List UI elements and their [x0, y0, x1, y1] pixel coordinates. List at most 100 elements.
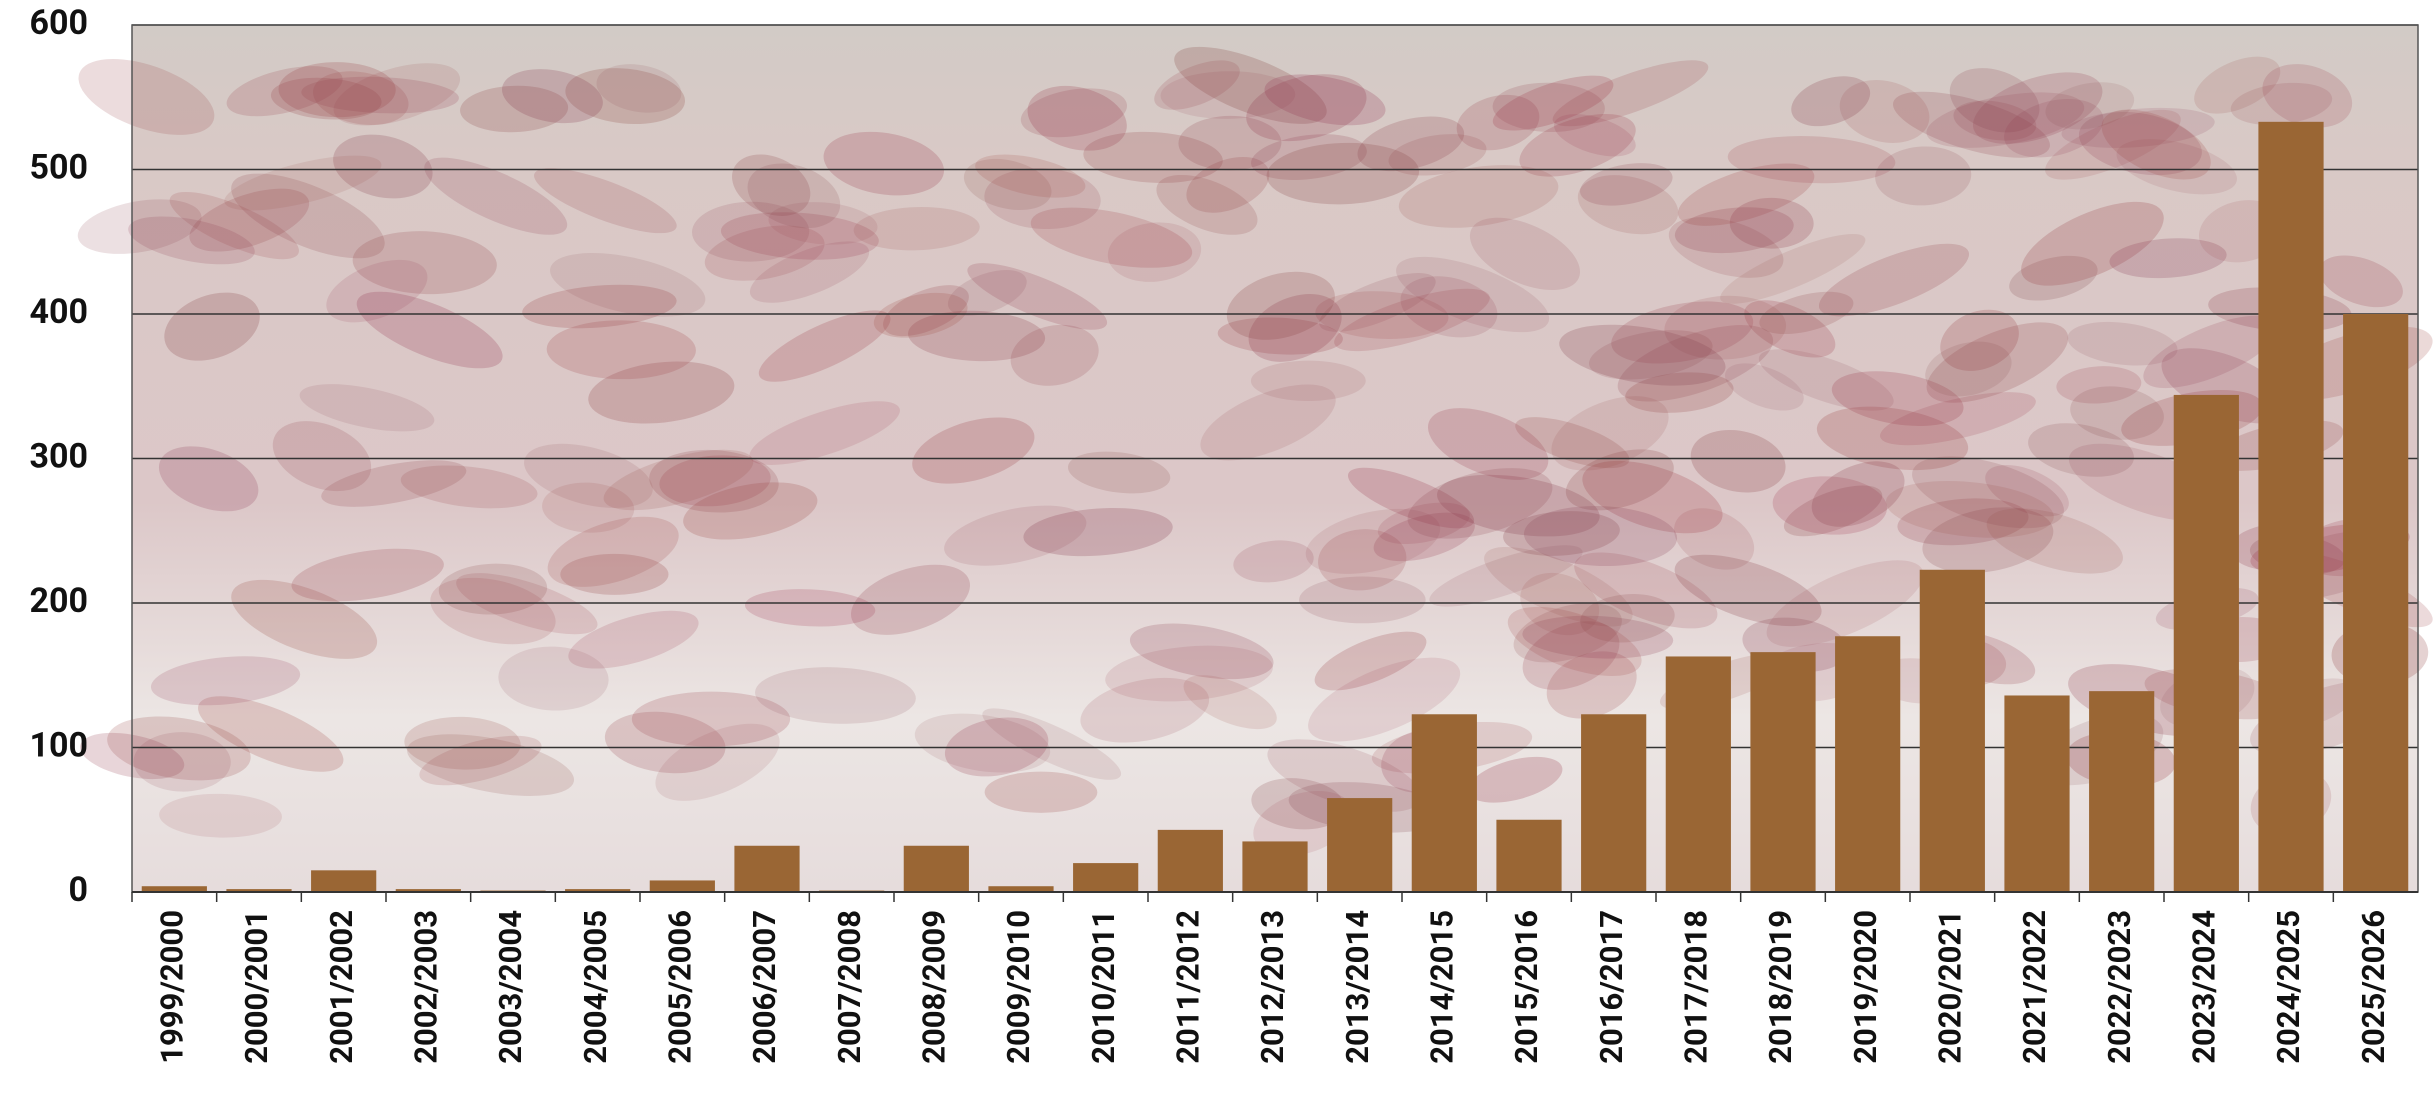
- bean: [2009, 255, 2098, 301]
- bean: [1400, 276, 1498, 338]
- bean: [2161, 348, 2291, 424]
- bean: [189, 188, 310, 252]
- bean: [1226, 271, 1335, 340]
- bean: [2262, 64, 2353, 128]
- bean: [1772, 476, 1887, 535]
- y-tick-label: 400: [29, 292, 88, 332]
- bean: [1729, 197, 1814, 249]
- bean: [1893, 91, 2050, 158]
- bean: [747, 163, 841, 229]
- bean: [424, 157, 568, 235]
- bean: [231, 579, 378, 659]
- bean: [1791, 76, 1871, 127]
- bean: [534, 168, 677, 234]
- bean: [1720, 233, 1866, 304]
- bean: [1668, 217, 1784, 278]
- bar: [395, 889, 461, 892]
- bean: [2045, 82, 2135, 130]
- bean: [1217, 317, 1343, 355]
- bean: [1492, 75, 1614, 131]
- bean: [1577, 175, 1679, 235]
- x-tick-label: 2021/2022: [2016, 910, 2053, 1064]
- bean: [299, 384, 435, 432]
- bean: [1727, 136, 1896, 184]
- y-tick-label: 100: [29, 725, 88, 765]
- bean: [1783, 485, 1883, 537]
- x-tick-label: 2017/2018: [1678, 910, 1715, 1064]
- y-tick-label: 300: [29, 436, 88, 476]
- bean: [1299, 576, 1426, 624]
- x-tick-label: 2016/2017: [1593, 910, 1630, 1064]
- bean: [1319, 273, 1436, 332]
- bean: [963, 158, 1052, 211]
- bean: [823, 131, 944, 196]
- bean: [128, 216, 255, 265]
- bean: [944, 505, 1087, 566]
- bean: [631, 691, 791, 747]
- bean: [270, 77, 382, 120]
- x-tick-label: 2000/2001: [238, 910, 275, 1064]
- bean: [1308, 657, 1461, 742]
- bean: [2061, 107, 2215, 148]
- bean: [291, 548, 444, 602]
- bean: [1251, 134, 1367, 180]
- bean: [755, 667, 916, 724]
- bean: [720, 212, 879, 260]
- bean: [1553, 114, 1636, 157]
- bar: [1411, 714, 1477, 892]
- bean: [1398, 165, 1559, 228]
- x-tick-label: 2015/2016: [1508, 910, 1545, 1064]
- bar: [1496, 819, 1562, 892]
- bean: [1674, 207, 1794, 254]
- x-tick-label: 2007/2008: [831, 910, 868, 1064]
- bean: [278, 62, 396, 118]
- bean: [2194, 56, 2281, 114]
- bar: [2173, 394, 2239, 892]
- bean: [1178, 115, 1282, 171]
- bar: [1581, 714, 1647, 892]
- bean: [1674, 554, 1822, 627]
- bean: [1949, 68, 2040, 133]
- bean: [649, 449, 779, 513]
- bean: [159, 793, 282, 838]
- x-tick-label: 2009/2010: [1000, 910, 1037, 1064]
- bean: [883, 285, 969, 337]
- bean: [2101, 109, 2211, 180]
- bean: [1940, 309, 2019, 371]
- bean: [169, 191, 299, 260]
- bean: [2143, 315, 2279, 389]
- bean: [1492, 82, 1605, 133]
- bean: [1515, 417, 1630, 469]
- bean: [313, 71, 409, 125]
- bean: [547, 516, 679, 587]
- bean: [975, 154, 1086, 198]
- bar: [649, 880, 715, 892]
- bean: [1233, 540, 1314, 583]
- bean: [1725, 363, 1804, 411]
- bean: [2021, 201, 2164, 286]
- bean: [565, 68, 686, 125]
- bean: [1831, 371, 1964, 427]
- bean: [2045, 109, 2181, 180]
- bean: [1816, 406, 1969, 471]
- bean: [400, 465, 538, 509]
- bean: [1067, 451, 1171, 494]
- bean: [1589, 330, 1713, 380]
- bean: [1839, 80, 1930, 143]
- bean: [1156, 174, 1258, 235]
- bean: [912, 417, 1035, 484]
- bean: [502, 69, 603, 124]
- x-tick-label: 2011/2012: [1170, 910, 1207, 1064]
- bean: [1105, 645, 1273, 702]
- bean: [1580, 163, 1673, 206]
- bar: [226, 889, 292, 892]
- bean: [1897, 498, 2029, 546]
- bean: [2067, 321, 2178, 366]
- bean: [1922, 507, 2054, 573]
- bean: [430, 577, 556, 645]
- bean: [1677, 163, 1815, 226]
- bean: [1357, 116, 1465, 172]
- bean: [2116, 139, 2237, 195]
- bean: [231, 173, 385, 259]
